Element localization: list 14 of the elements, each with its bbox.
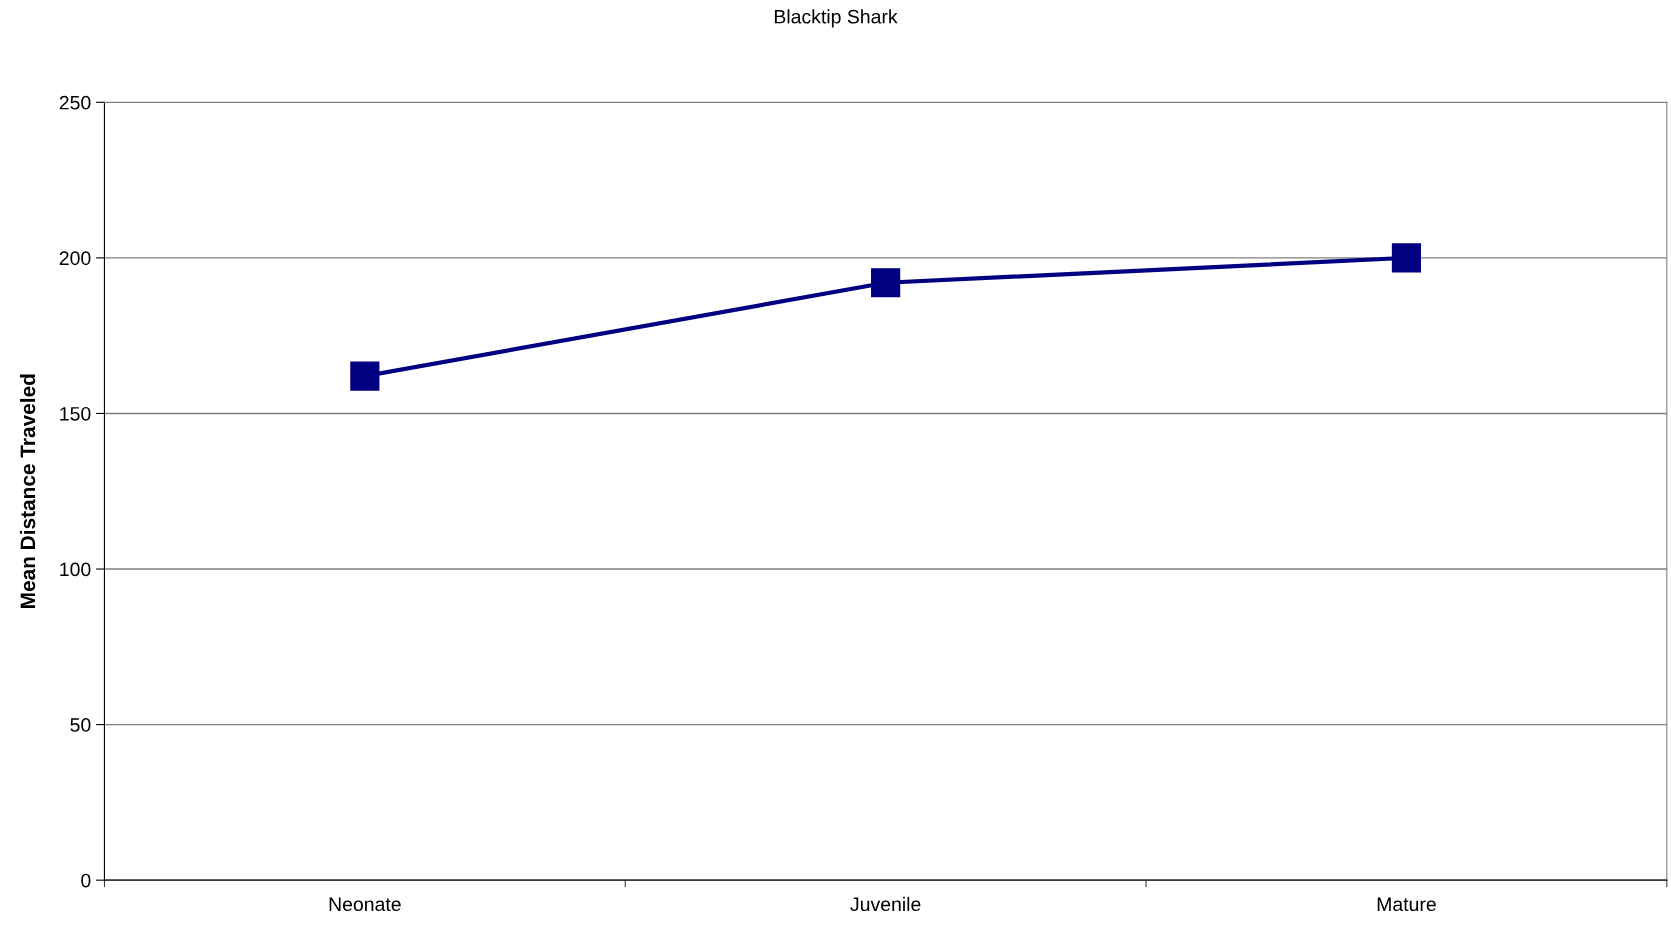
x-tick-label: Neonate [329, 897, 401, 912]
point [871, 268, 901, 298]
x-tick-label: Juvenile [850, 896, 921, 912]
x-tick-label: Mature [1377, 897, 1436, 912]
y-tick-label: 50 [70, 718, 91, 732]
y-tick-label: 100 [60, 562, 91, 577]
chart-title: Blacktip Shark [774, 9, 898, 28]
y-tick-label: 250 [59, 95, 91, 110]
point [350, 361, 380, 391]
y-tick-label: 150 [60, 406, 91, 421]
point [1391, 243, 1422, 273]
y-axis-title: Mean Distance Traveled [19, 374, 36, 608]
y-tick-label: 200 [59, 251, 91, 266]
y-tick-label: 0 [81, 873, 91, 888]
